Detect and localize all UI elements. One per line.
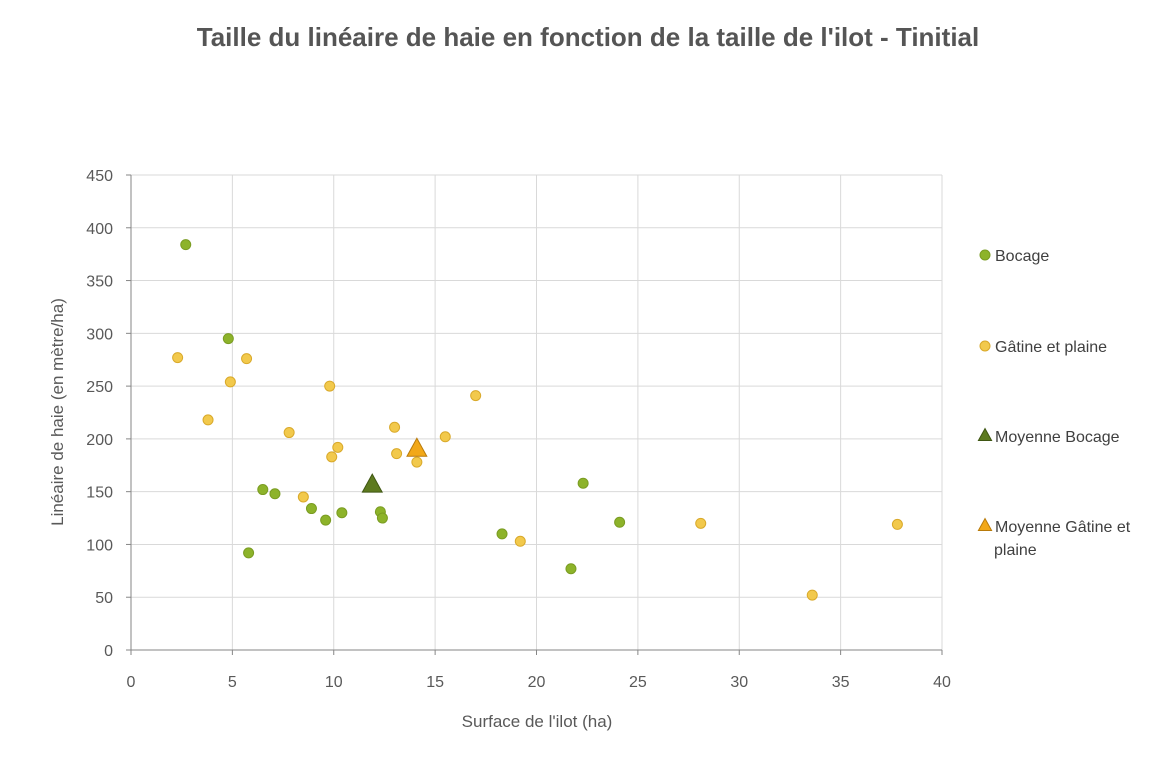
point-gatine-et-plaine xyxy=(439,431,451,443)
point-bocage xyxy=(180,239,192,251)
legend-marker xyxy=(977,427,993,442)
chart-title: Taille du linéaire de haie en fonction d… xyxy=(197,22,979,52)
legend-marker xyxy=(979,340,991,352)
axes: 0 50 100 150 200 250 300 350 400 450 0 5 10 15 20 25 30 3… xyxy=(86,168,951,691)
point-bocage xyxy=(305,503,317,515)
point-bocage xyxy=(320,514,332,526)
point-moyenne-bocage xyxy=(361,473,384,493)
x-tick-label: 15 xyxy=(426,674,444,691)
x-axis-label: Surface de l'ilot (ha) xyxy=(462,712,613,731)
x-tick-label: 10 xyxy=(325,674,343,691)
legend-label: Bocage xyxy=(995,248,1049,265)
y-tick-label: 150 xyxy=(86,485,113,502)
y-tick-label: 250 xyxy=(86,379,113,396)
legend-marker xyxy=(979,249,991,261)
point-gatine-et-plaine xyxy=(891,518,903,530)
y-tick-label: 0 xyxy=(104,643,113,660)
point-gatine-et-plaine xyxy=(389,421,401,433)
point-bocage xyxy=(222,333,234,345)
point-gatine-et-plaine xyxy=(332,441,344,453)
point-bocage xyxy=(257,484,269,496)
y-tick-label: 400 xyxy=(86,221,113,238)
legend-item: Bocage xyxy=(979,248,1049,265)
legend-label: Moyenne Bocage xyxy=(995,429,1120,446)
point-bocage xyxy=(269,488,281,500)
point-gatine-et-plaine xyxy=(297,491,309,503)
point-gatine-et-plaine xyxy=(283,427,295,439)
x-tick-label: 30 xyxy=(730,674,748,691)
gridlines xyxy=(131,174,943,650)
y-tick-label: 300 xyxy=(86,326,113,343)
legend-label: Gâtine et plaine xyxy=(995,339,1107,356)
y-tick-label: 450 xyxy=(86,168,113,185)
y-tick-label: 50 xyxy=(95,590,113,607)
y-tick-label: 350 xyxy=(86,274,113,291)
x-tick-label: 40 xyxy=(933,674,951,691)
point-bocage xyxy=(577,477,589,489)
point-gatine-et-plaine xyxy=(202,414,214,426)
point-gatine-et-plaine xyxy=(695,517,707,529)
point-gatine-et-plaine xyxy=(806,589,818,601)
point-bocage xyxy=(336,507,348,519)
point-gatine-et-plaine xyxy=(172,352,184,364)
legend-label: Moyenne Gâtine et xyxy=(995,519,1131,536)
data-points xyxy=(172,239,903,601)
x-tick-label: 5 xyxy=(228,674,237,691)
y-tick-label: 200 xyxy=(86,432,113,449)
legend-item: Moyenne Bocage xyxy=(977,427,1120,446)
point-bocage xyxy=(243,547,255,559)
point-bocage xyxy=(565,563,577,575)
y-axis-label: Linéaire de haie (en mètre/ha) xyxy=(48,298,67,526)
legend-item: Gâtine et plaine xyxy=(979,339,1107,356)
x-tick-label: 0 xyxy=(127,674,136,691)
x-tick-label: 25 xyxy=(629,674,647,691)
point-gatine-et-plaine xyxy=(514,535,526,547)
legend: Bocage Gâtine et plaine Moyenne Bocage Moye… xyxy=(977,248,1131,559)
legend-item: Moyenne Gâtine et plaine xyxy=(977,517,1131,559)
y-tick-label: 100 xyxy=(86,537,113,554)
point-gatine-et-plaine xyxy=(391,448,403,460)
point-gatine-et-plaine xyxy=(326,451,338,463)
point-moyenne-gatine-et-plaine xyxy=(406,437,428,457)
legend-marker xyxy=(977,517,993,532)
x-tick-label: 20 xyxy=(528,674,546,691)
point-gatine-et-plaine xyxy=(241,353,253,365)
point-bocage xyxy=(614,516,626,528)
legend-label: plaine xyxy=(994,542,1037,559)
point-gatine-et-plaine xyxy=(324,380,336,392)
point-gatine-et-plaine xyxy=(470,390,482,402)
point-gatine-et-plaine xyxy=(411,456,423,468)
x-tick-label: 35 xyxy=(832,674,850,691)
point-bocage xyxy=(496,528,508,540)
point-bocage xyxy=(376,512,388,524)
point-gatine-et-plaine xyxy=(224,376,236,388)
